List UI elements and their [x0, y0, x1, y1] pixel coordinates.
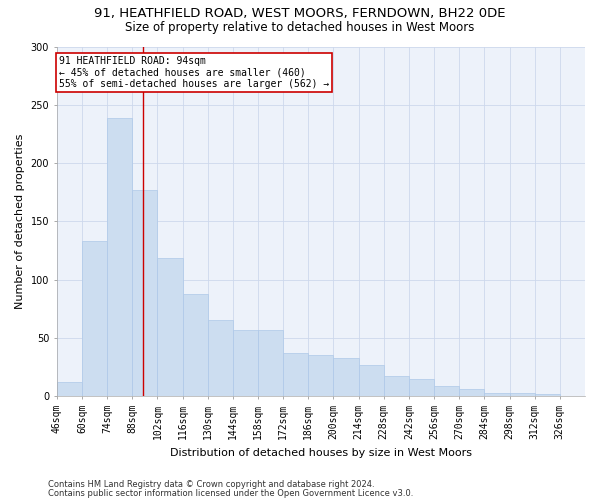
Bar: [258, 330, 283, 396]
Bar: [283, 353, 308, 397]
Text: Size of property relative to detached houses in West Moors: Size of property relative to detached ho…: [125, 21, 475, 34]
Bar: [157, 258, 182, 396]
Bar: [82, 241, 107, 396]
Bar: [334, 358, 359, 397]
Bar: [233, 330, 258, 396]
Bar: [107, 118, 132, 396]
Bar: [359, 365, 384, 396]
Bar: [308, 356, 334, 397]
Bar: [132, 190, 157, 396]
Text: Contains HM Land Registry data © Crown copyright and database right 2024.: Contains HM Land Registry data © Crown c…: [48, 480, 374, 489]
Bar: [434, 386, 459, 396]
Text: 91, HEATHFIELD ROAD, WEST MOORS, FERNDOWN, BH22 0DE: 91, HEATHFIELD ROAD, WEST MOORS, FERNDOW…: [94, 8, 506, 20]
Text: Contains public sector information licensed under the Open Government Licence v3: Contains public sector information licen…: [48, 488, 413, 498]
Bar: [208, 320, 233, 396]
Bar: [57, 382, 82, 396]
Bar: [409, 379, 434, 396]
Text: 91 HEATHFIELD ROAD: 94sqm
← 45% of detached houses are smaller (460)
55% of semi: 91 HEATHFIELD ROAD: 94sqm ← 45% of detac…: [59, 56, 329, 89]
X-axis label: Distribution of detached houses by size in West Moors: Distribution of detached houses by size …: [170, 448, 472, 458]
Bar: [384, 376, 409, 396]
Y-axis label: Number of detached properties: Number of detached properties: [15, 134, 25, 309]
Bar: [535, 394, 560, 396]
Bar: [459, 390, 484, 396]
Bar: [182, 294, 208, 397]
Bar: [484, 393, 509, 396]
Bar: [509, 393, 535, 396]
